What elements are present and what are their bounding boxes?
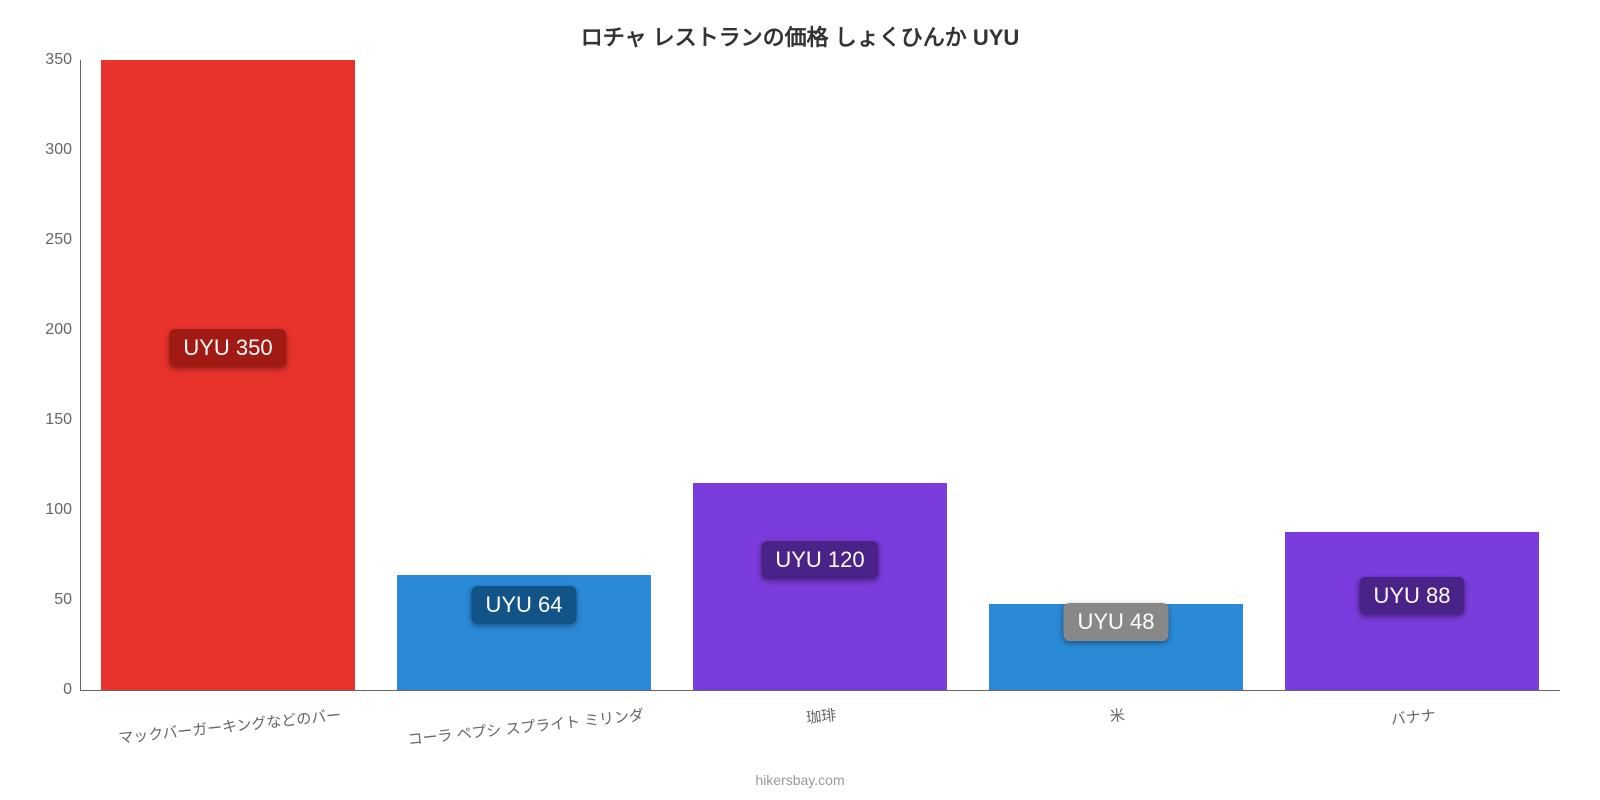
bar-value-label: UYU 88 — [1359, 577, 1464, 615]
y-tick-label: 300 — [45, 141, 72, 159]
y-axis — [80, 60, 81, 690]
x-tick-label: 珈琲 — [805, 704, 837, 728]
y-tick-label: 50 — [54, 591, 72, 609]
y-tick-label: 150 — [45, 411, 72, 429]
x-tick-label: 米 — [1109, 704, 1126, 726]
price-bar-chart: ロチャ レストランの価格 しょくひんか UYU 0501001502002503… — [0, 0, 1600, 800]
bar-value-label: UYU 350 — [169, 329, 286, 367]
y-tick-label: 350 — [45, 51, 72, 69]
x-tick-label: マックバーガーキングなどのバー — [117, 704, 342, 748]
y-tick-label: 250 — [45, 231, 72, 249]
x-tick-label: コーラ ペプシ スプライト ミリンダ — [407, 704, 645, 750]
y-tick-label: 200 — [45, 321, 72, 339]
y-tick-label: 100 — [45, 501, 72, 519]
bar-value-label: UYU 64 — [471, 586, 576, 624]
bar — [101, 60, 356, 690]
chart-source: hikersbay.com — [0, 772, 1600, 788]
plot-area: 050100150200250300350UYU 350マックバーガーキングなど… — [80, 60, 1560, 690]
y-tick-label: 0 — [63, 681, 72, 699]
bar-value-label: UYU 120 — [761, 541, 878, 579]
x-tick-label: バナナ — [1390, 704, 1437, 730]
bar — [693, 483, 948, 690]
x-axis — [80, 690, 1560, 691]
chart-title: ロチャ レストランの価格 しょくひんか UYU — [0, 20, 1600, 52]
bar-value-label: UYU 48 — [1063, 603, 1168, 641]
